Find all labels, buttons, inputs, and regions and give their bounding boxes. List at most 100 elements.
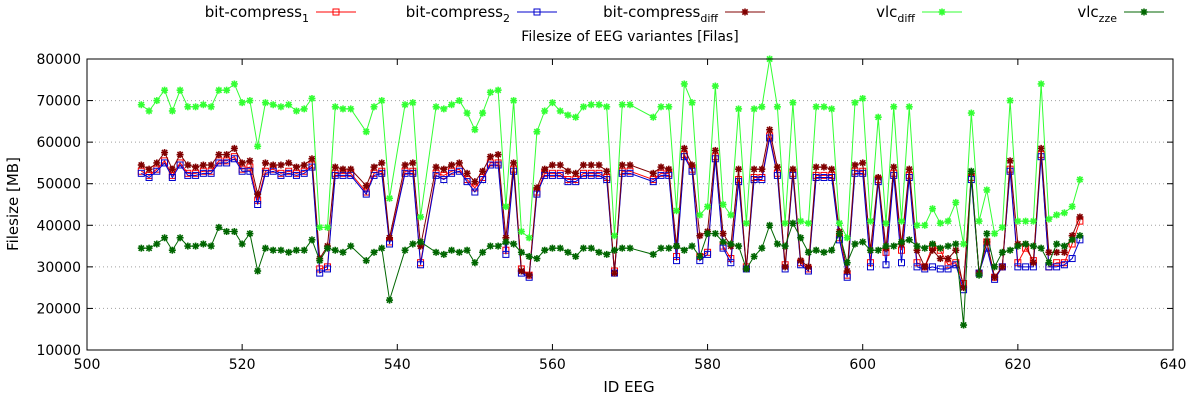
data-point [300, 246, 308, 254]
star-stroke [991, 263, 998, 271]
data-point [370, 248, 378, 256]
data-point [944, 217, 952, 225]
x-tick-label: 580 [694, 357, 721, 373]
data-point [828, 173, 836, 181]
star-stroke [750, 165, 758, 173]
star-stroke [192, 163, 199, 171]
star-stroke [681, 247, 688, 254]
data-point [556, 244, 564, 252]
legend-label-sub: 2 [503, 12, 510, 25]
star-stroke [564, 168, 572, 175]
star-stroke [145, 107, 153, 115]
data-point [944, 255, 952, 263]
data-point [145, 244, 153, 252]
data-point [975, 271, 983, 279]
star-stroke [712, 82, 719, 90]
data-point [758, 103, 766, 111]
star-stroke [246, 97, 254, 104]
star-stroke [975, 271, 983, 279]
data-point [673, 257, 681, 265]
data-point [323, 223, 331, 231]
data-point [238, 167, 246, 175]
data-point [409, 159, 417, 167]
data-point [448, 246, 456, 254]
data-point [184, 161, 192, 169]
star-stroke [192, 103, 199, 110]
data-point [292, 107, 300, 115]
star-stroke [176, 151, 184, 158]
data-point [572, 178, 580, 186]
data-point [168, 165, 176, 173]
star-stroke [983, 230, 991, 237]
series-3 [137, 55, 1084, 248]
star-stroke [735, 165, 742, 173]
data-point [1076, 213, 1084, 221]
star-stroke [293, 107, 300, 115]
data-point [455, 97, 463, 105]
data-point [1037, 244, 1045, 252]
star-stroke [1037, 80, 1045, 88]
data-point [223, 159, 231, 167]
data-point [579, 171, 587, 179]
star-stroke [510, 240, 517, 248]
star-stroke [215, 151, 223, 158]
star-stroke [580, 161, 587, 169]
data-point [898, 238, 905, 246]
star-stroke [494, 86, 502, 94]
data-point [331, 103, 339, 111]
star-stroke [285, 159, 292, 167]
data-point [285, 248, 293, 256]
star-stroke [766, 222, 773, 229]
star-stroke [611, 247, 618, 254]
star-stroke [890, 242, 897, 250]
data-point [548, 161, 556, 169]
data-point [316, 269, 324, 277]
star-stroke [743, 265, 750, 273]
data-point [510, 159, 518, 167]
y-tick-label: 40000 [36, 218, 81, 234]
data-point [618, 244, 626, 252]
star-stroke [588, 244, 595, 252]
legend-label: bit-compressdiff [603, 3, 718, 25]
star-stroke [479, 109, 486, 117]
data-point [486, 88, 494, 96]
data-point [153, 167, 161, 175]
data-point [347, 165, 355, 173]
data-point [851, 99, 859, 107]
star-stroke [781, 242, 789, 250]
star-stroke [145, 244, 153, 252]
star-stroke [960, 240, 967, 248]
star-stroke [944, 242, 952, 250]
legend-marker [1140, 8, 1148, 16]
data-point [673, 242, 681, 250]
star-stroke [688, 99, 696, 106]
star-stroke [409, 240, 416, 248]
data-point [773, 163, 781, 171]
data-point [261, 99, 269, 107]
star-stroke [456, 249, 463, 256]
data-point [308, 94, 316, 102]
data-point [494, 161, 502, 169]
data-point [603, 250, 611, 258]
star-stroke [277, 103, 285, 110]
data-point [556, 161, 564, 169]
star-stroke [324, 224, 331, 231]
star-stroke [750, 253, 758, 260]
star-stroke [1053, 240, 1060, 248]
data-point [316, 223, 324, 231]
star-stroke [999, 263, 1006, 271]
data-point [494, 242, 502, 250]
star-stroke [494, 242, 502, 250]
data-point [1060, 242, 1068, 250]
series-line [141, 135, 1081, 284]
star-stroke [487, 89, 494, 96]
grid [87, 100, 1173, 309]
data-point [983, 186, 991, 194]
star-stroke [246, 230, 254, 237]
data-point [595, 248, 603, 256]
chart-title: Filesize of EEG variantes [Filas] [521, 29, 738, 45]
data-point [742, 219, 750, 227]
data-point [983, 230, 991, 238]
star-stroke [138, 101, 145, 108]
star-stroke [875, 247, 882, 254]
